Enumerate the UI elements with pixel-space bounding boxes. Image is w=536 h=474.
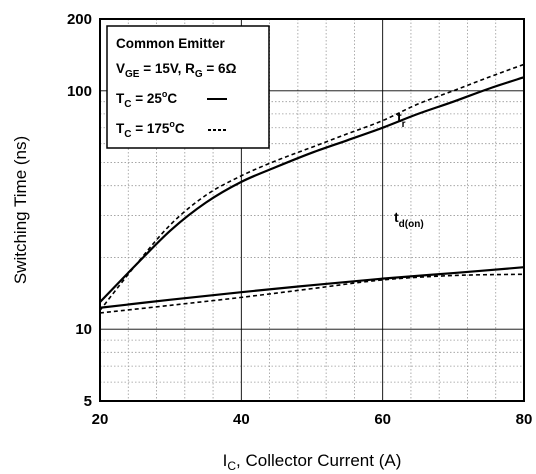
legend-entry-25c: TC = 25oC xyxy=(116,89,177,110)
x-tick-label: 40 xyxy=(233,411,250,428)
x-tick-label: 20 xyxy=(92,411,109,428)
y-axis-label: Switching Time (ns) xyxy=(11,136,30,284)
x-tick-label: 60 xyxy=(374,411,391,428)
y-tick-label: 5 xyxy=(84,393,92,410)
series-line-1 xyxy=(99,63,525,311)
legend-box xyxy=(106,25,270,149)
legend-title: Common Emitter xyxy=(116,36,226,51)
plot-frame xyxy=(99,18,525,402)
series-layer xyxy=(99,63,525,314)
curve-label-tr: tr xyxy=(397,109,406,130)
y-tick-label: 100 xyxy=(67,83,92,100)
series-line-3 xyxy=(99,273,525,314)
series-line-2 xyxy=(99,266,525,309)
y-tick-label: 200 xyxy=(67,11,92,28)
tick-labels: 20 40 60 80 5 10 100 200 xyxy=(67,11,532,428)
legend-conditions: VGE = 15V, RG = 6Ω xyxy=(116,61,237,80)
y-tick-label: 10 xyxy=(75,321,92,338)
curve-label-tdon: td(on) xyxy=(394,209,424,230)
legend-entry-175c: TC = 175oC xyxy=(116,119,185,140)
legend: Common Emitter VGE = 15V, RG = 6Ω TC = 2… xyxy=(106,25,270,149)
series-line-0 xyxy=(99,76,525,303)
x-tick-label: 80 xyxy=(516,411,533,428)
x-axis-label: IC, Collector Current (A) xyxy=(223,451,402,473)
